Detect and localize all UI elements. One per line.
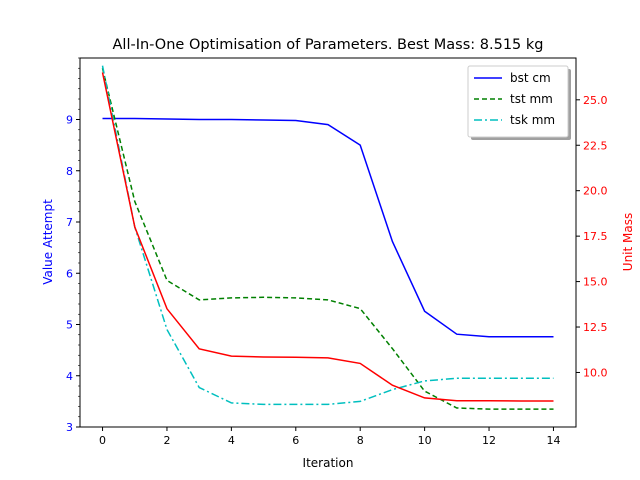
x-axis: 0 2 4 6 8 10 12 14 [99,427,560,447]
y-left-tick-label: 4 [66,370,73,383]
chart-title: All-In-One Optimisation of Parameters. B… [113,37,544,53]
y-left-tick-label: 9 [66,114,73,127]
x-tick-label: 12 [482,434,496,447]
y-right-tick-label: 22.5 [583,139,608,152]
y-right-tick-label: 20.0 [583,185,608,198]
y-axis-left-label: Value Attempt [41,199,55,285]
y-right-tick-label: 12.5 [583,321,608,334]
x-tick-label: 0 [99,434,106,447]
y-left-tick-label: 7 [66,216,73,229]
x-tick-label: 4 [228,434,235,447]
series-line-tst-mm [101,68,554,410]
legend-label: tsk mm [510,113,555,127]
series-line-tsk-mm [101,65,554,406]
y-right-tick-label: 10.0 [583,366,608,379]
y-left-tick-label: 6 [66,267,73,280]
x-tick-label: 2 [163,434,170,447]
legend: bst cm tst mm tsk mm [467,65,571,140]
legend-label: bst cm [510,71,551,85]
x-tick-label: 10 [418,434,432,447]
y-right-tick-label: 15.0 [583,276,608,289]
y-right-tick-label: 17.5 [583,230,608,243]
plot-area [101,65,554,410]
series-line-unit-mass [101,72,554,402]
series-line-bst-cm [102,117,554,338]
x-axis-label: Iteration [303,456,354,470]
y-axis-right-label: Unit Mass [621,213,635,271]
y-left-tick-label: 5 [66,319,73,332]
x-tick-label: 14 [546,434,560,447]
y-axis-left: 3 4 5 6 7 8 9 [66,57,80,434]
y-right-tick-label: 25.0 [583,94,608,107]
legend-label: tst mm [510,92,553,106]
y-left-tick-label: 3 [66,421,73,434]
y-axis-right: 10.0 12.5 15.0 17.5 20.0 22.5 25.0 [576,94,608,379]
x-tick-label: 8 [357,434,364,447]
x-tick-label: 6 [292,434,299,447]
y-left-tick-label: 8 [66,165,73,178]
